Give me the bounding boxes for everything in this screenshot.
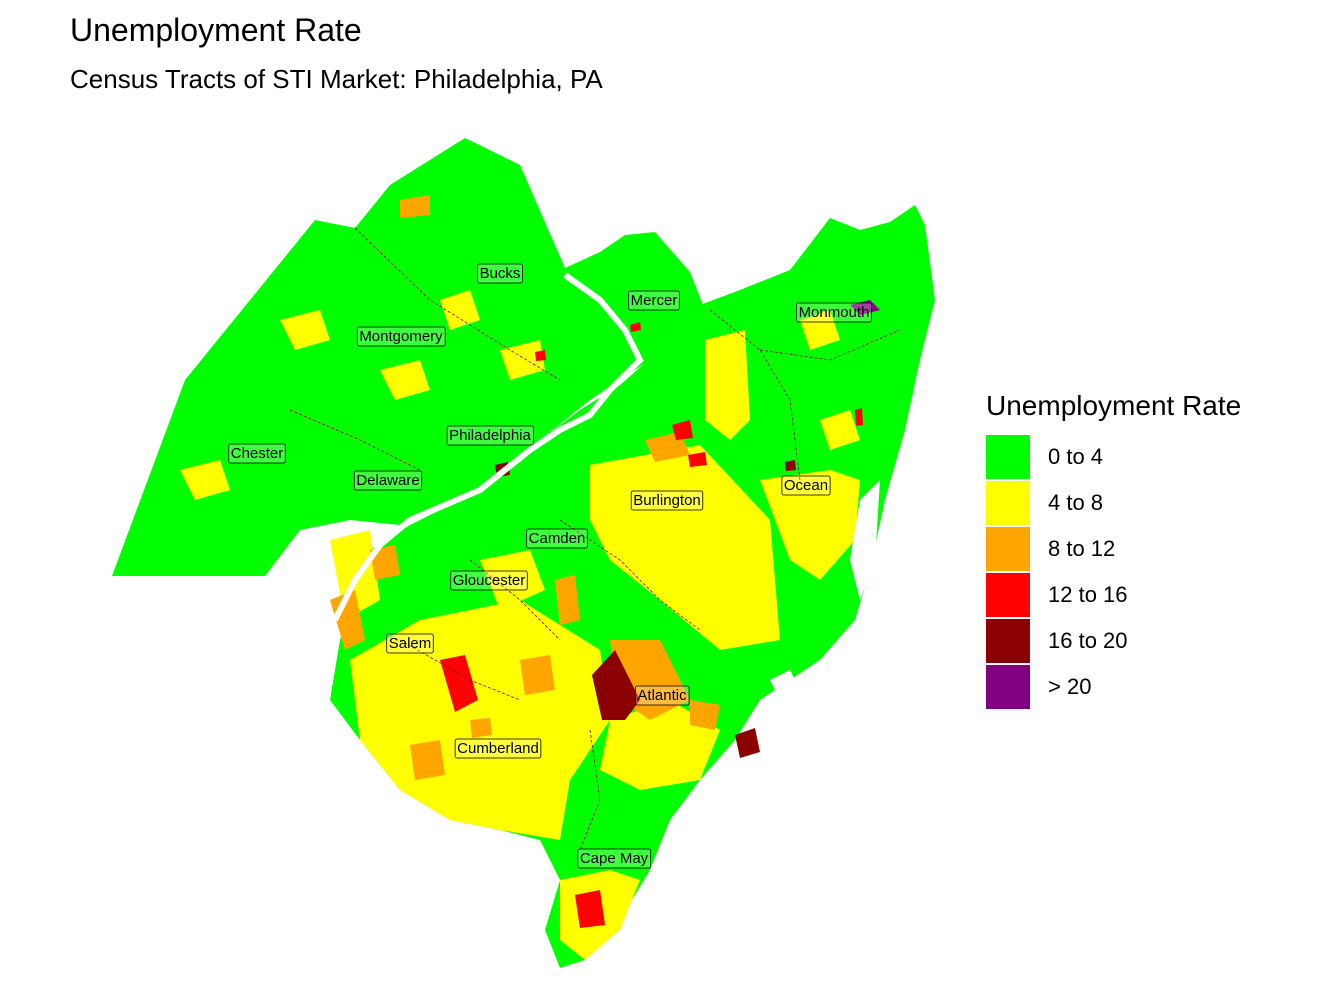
legend-item: 0 to 4 (986, 434, 1241, 480)
legend-swatch (986, 665, 1030, 709)
county-boundaries (289, 227, 901, 851)
legend-label: > 20 (1048, 674, 1092, 699)
zones-over-20 (850, 300, 880, 315)
legend-label: 12 to 16 (1048, 582, 1128, 607)
county-label-atlantic: Atlantic (634, 685, 690, 706)
county-label-box (577, 848, 652, 869)
county-label-text: Mercer (631, 292, 678, 309)
county-label-cumberland: Cumberland (454, 738, 542, 759)
chart-title: Unemployment Rate (70, 12, 362, 48)
region-pa (112, 138, 705, 576)
county-labels: Bucks Mercer Monmouth Montgomery Philadelphi… (228, 263, 872, 869)
county-label-box (526, 528, 588, 549)
county-label-monmouth: Monmouth (796, 302, 872, 323)
county-label-text: Burlington (633, 492, 701, 509)
county-label-box (446, 425, 534, 446)
legend-swatch (986, 527, 1030, 571)
county-label-box (477, 263, 523, 284)
county-label-camden: Camden (526, 528, 588, 549)
county-label-cape-may: Cape May (577, 848, 652, 869)
legend: Unemployment Rate 0 to 4 4 to 8 8 to 12 12 … (986, 390, 1241, 710)
coast-water (850, 480, 880, 600)
county-label-burlington: Burlington (630, 490, 704, 511)
county-label-box (386, 633, 434, 654)
county-label-box (353, 470, 423, 491)
county-label-mercer: Mercer (628, 290, 680, 311)
county-label-text: Atlantic (637, 687, 687, 704)
county-label-text: Salem (389, 635, 432, 652)
county-label-text: Delaware (356, 472, 419, 489)
county-label-gloucester: Gloucester (450, 570, 528, 591)
legend-swatch (986, 435, 1030, 479)
county-label-box (628, 290, 680, 311)
county-label-philadelphia: Philadelphia (446, 425, 534, 446)
county-label-box (450, 570, 528, 591)
county-label-text: Gloucester (453, 572, 526, 589)
legend-label: 4 to 8 (1048, 490, 1104, 515)
zones-8-to-12 (330, 195, 720, 780)
coast-water-south (770, 670, 800, 700)
county-label-text: Monmouth (799, 304, 870, 321)
legend-title: Unemployment Rate (986, 390, 1242, 421)
county-label-text: Philadelphia (449, 427, 531, 444)
county-label-box (454, 738, 542, 759)
county-label-text: Camden (529, 530, 586, 547)
legend-label: 8 to 12 (1048, 536, 1116, 561)
legend-item: 4 to 8 (986, 480, 1241, 526)
legend-label: 0 to 4 (1048, 444, 1104, 469)
legend-item: 16 to 20 (986, 618, 1241, 664)
county-label-bucks: Bucks (477, 263, 523, 284)
legend-item: > 20 (986, 664, 1241, 710)
legend-swatch (986, 481, 1030, 525)
county-label-text: Cape May (580, 850, 649, 867)
county-label-text: Montgomery (359, 328, 443, 345)
legend-swatch (986, 619, 1030, 663)
county-label-montgomery: Montgomery (356, 326, 446, 347)
county-label-delaware: Delaware (353, 470, 423, 491)
county-label-text: Chester (231, 445, 284, 462)
legend-items: 0 to 4 4 to 8 8 to 12 12 to 16 16 to 20 > 20 (986, 434, 1241, 710)
legend-item: 12 to 16 (986, 572, 1241, 618)
county-label-box (796, 302, 872, 323)
county-label-text: Cumberland (457, 740, 539, 757)
chart-subtitle: Census Tracts of STI Market: Philadelphi… (70, 64, 603, 94)
county-label-chester: Chester (228, 443, 286, 464)
county-label-box (356, 326, 446, 347)
county-label-box (228, 443, 286, 464)
zones-12-to-16 (440, 322, 863, 928)
county-label-box (634, 685, 690, 706)
county-label-text: Bucks (480, 265, 521, 282)
county-label-box (781, 475, 831, 496)
legend-item: 8 to 12 (986, 526, 1241, 572)
county-label-salem: Salem (386, 633, 434, 654)
legend-swatch (986, 573, 1030, 617)
delaware-river (332, 272, 644, 622)
legend-label: 16 to 20 (1048, 628, 1128, 653)
county-label-ocean: Ocean (781, 475, 831, 496)
county-label-text: Ocean (784, 477, 828, 494)
county-label-box (630, 490, 704, 511)
